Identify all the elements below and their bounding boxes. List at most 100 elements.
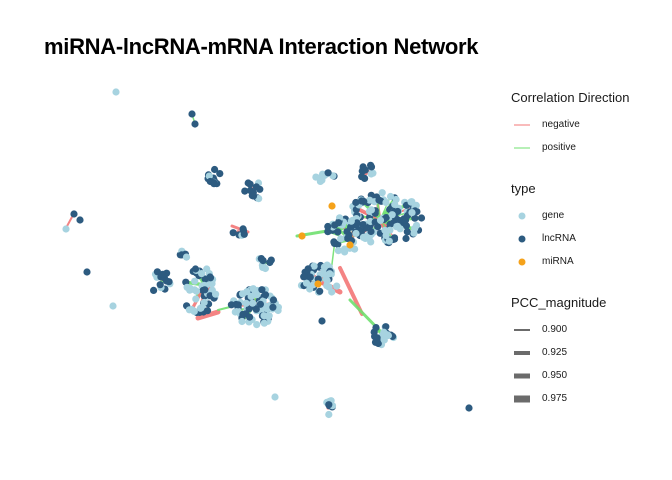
gene-node bbox=[253, 291, 261, 299]
lncrna-node bbox=[258, 286, 266, 294]
lncrna-node bbox=[304, 265, 312, 273]
mirna-node bbox=[346, 241, 354, 249]
lncrna-node bbox=[357, 197, 366, 205]
negative-edge bbox=[338, 266, 364, 316]
gene-node bbox=[325, 410, 333, 419]
pcc-width-key bbox=[514, 328, 530, 331]
lncrna-node bbox=[382, 214, 390, 222]
gene-node bbox=[312, 173, 320, 181]
gene-node bbox=[396, 225, 404, 233]
lncrna-node bbox=[352, 198, 360, 207]
lncrna-dot-key bbox=[518, 235, 526, 242]
lncrna-node bbox=[150, 286, 158, 294]
legend-label: positive bbox=[542, 142, 576, 153]
lncrna-node bbox=[394, 207, 402, 216]
gene-node bbox=[381, 226, 389, 234]
gene-node bbox=[239, 290, 247, 298]
legend-pcc-title: PCC_magnitude bbox=[511, 295, 607, 310]
gene-node bbox=[112, 88, 120, 96]
lncrna-node bbox=[246, 180, 254, 188]
lncrna-node bbox=[188, 110, 196, 118]
pcc-width-key bbox=[514, 373, 530, 378]
mirna-node bbox=[328, 202, 336, 210]
gene-node bbox=[62, 225, 70, 233]
lncrna-node bbox=[334, 228, 342, 236]
gene-node bbox=[247, 292, 255, 300]
gene-node bbox=[320, 263, 328, 271]
lncrna-node bbox=[239, 225, 247, 233]
lncrna-node bbox=[211, 165, 219, 174]
lncrna-node bbox=[203, 307, 212, 315]
gene-node bbox=[238, 317, 246, 326]
gene-node bbox=[192, 287, 201, 295]
gene-node bbox=[408, 209, 416, 217]
gene-node bbox=[260, 312, 268, 320]
plot-title: miRNA-lncRNA-mRNA Interaction Network bbox=[44, 34, 479, 59]
lncrna-node bbox=[201, 286, 209, 294]
gene-node bbox=[302, 279, 311, 287]
legend-pcc: PCC_magnitude 0.900 0.925 0.950 0.975 bbox=[511, 295, 671, 410]
lncrna-node bbox=[210, 180, 218, 188]
gene-node bbox=[366, 196, 374, 204]
lncrna-node bbox=[402, 222, 410, 230]
gene-node bbox=[274, 303, 282, 311]
gene-node bbox=[392, 195, 400, 204]
network-graph bbox=[62, 88, 473, 419]
gene-node bbox=[328, 288, 336, 296]
lncrna-node bbox=[386, 220, 394, 228]
gene-node bbox=[337, 235, 345, 243]
gene-node bbox=[410, 229, 418, 237]
lncrna-node bbox=[249, 192, 258, 200]
lncrna-node bbox=[411, 214, 419, 222]
legend-label: gene bbox=[542, 210, 565, 221]
legend-item-positive: positive bbox=[511, 136, 671, 159]
legend-label: 0.950 bbox=[542, 370, 568, 381]
gene-node bbox=[340, 245, 349, 253]
gene-node bbox=[388, 211, 396, 219]
gene-node bbox=[316, 177, 324, 185]
gene-node bbox=[367, 170, 375, 178]
lncrna-node bbox=[256, 300, 264, 308]
lncrna-node bbox=[259, 257, 267, 265]
lncrna-node bbox=[465, 404, 473, 412]
gene-node bbox=[212, 290, 220, 298]
lncrna-node bbox=[83, 268, 91, 276]
gene-node bbox=[367, 206, 375, 214]
lncrna-node bbox=[330, 238, 338, 246]
lncrna-node bbox=[159, 270, 167, 278]
lncrna-node bbox=[70, 210, 78, 218]
mirna-dot-key bbox=[518, 258, 526, 265]
lncrna-node bbox=[403, 228, 411, 236]
lncrna-node bbox=[402, 234, 410, 243]
gene-node bbox=[367, 238, 375, 246]
gene-node bbox=[186, 284, 194, 292]
legend-type-title: type bbox=[511, 181, 536, 196]
gene-node bbox=[334, 247, 342, 255]
gene-node bbox=[359, 233, 367, 241]
lncrna-node bbox=[162, 277, 171, 285]
lncrna-node bbox=[361, 166, 369, 174]
lncrna-node bbox=[156, 281, 164, 289]
lncrna-node bbox=[191, 120, 199, 128]
lncrna-node bbox=[269, 303, 277, 311]
mirna-node bbox=[314, 280, 322, 288]
gene-node bbox=[326, 270, 334, 278]
gene-node bbox=[271, 393, 279, 401]
legend-item-negative: negative bbox=[511, 113, 671, 136]
gene-node bbox=[253, 321, 261, 329]
gene-node bbox=[249, 299, 257, 307]
gene-node bbox=[386, 192, 395, 201]
lncrna-node bbox=[269, 296, 278, 304]
lncrna-node bbox=[325, 401, 333, 409]
node-layer bbox=[62, 88, 473, 419]
lncrna-node bbox=[382, 323, 390, 331]
lncrna-node bbox=[256, 185, 264, 193]
gene-dot-key bbox=[518, 212, 526, 219]
gene-node bbox=[249, 285, 257, 293]
legend-item-mirna: miRNA bbox=[511, 250, 671, 273]
legend: Correlation Direction negative positive … bbox=[511, 90, 671, 432]
lncrna-node bbox=[367, 163, 376, 171]
legend-label: negative bbox=[542, 119, 580, 130]
lncrna-node bbox=[347, 223, 355, 231]
gene-node bbox=[383, 331, 391, 339]
